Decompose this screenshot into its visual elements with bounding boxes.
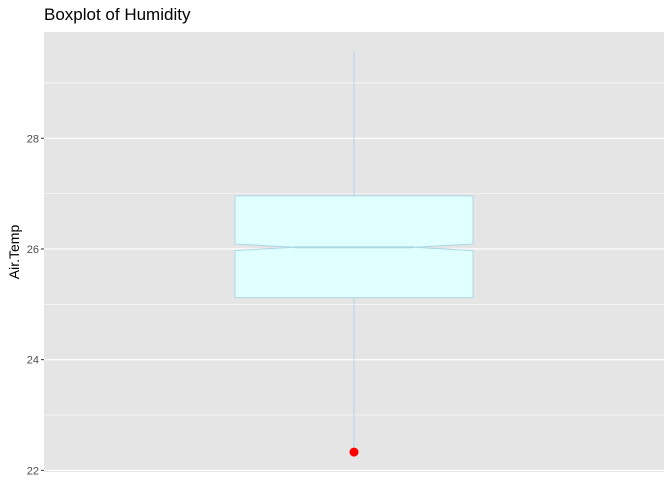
outlier-point [349, 447, 359, 457]
y-tick-label: 24 [27, 355, 39, 367]
y-tick-label: 26 [27, 244, 39, 256]
y-axis-title: Air.Temp [6, 225, 22, 280]
boxplot-marks [234, 51, 474, 457]
y-tick-label: 22 [27, 465, 39, 477]
y-tick-label: 28 [27, 133, 39, 145]
y-axis: 22 24 26 28 [27, 133, 44, 477]
chart-title: Boxplot of Humidity [44, 5, 191, 24]
